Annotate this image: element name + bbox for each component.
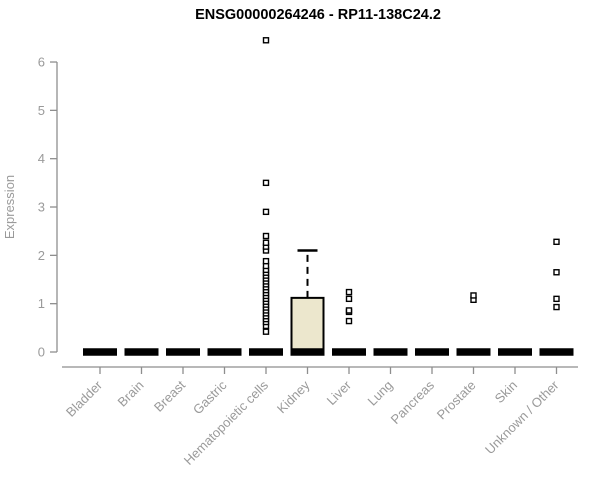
outlier-point <box>262 179 270 187</box>
x-category-label: Kidney <box>274 377 313 416</box>
box-body <box>290 296 325 353</box>
outlier-point <box>262 328 270 335</box>
x-category-label: Breast <box>151 377 188 414</box>
box-group <box>332 288 366 356</box>
x-category-label: Brain <box>115 378 147 410</box>
x-category-label: Prostate <box>434 378 479 423</box>
x-category-label: Gastric <box>190 377 230 417</box>
outlier-point <box>345 307 353 314</box>
y-tick-label: 2 <box>38 248 45 263</box>
y-tick-label: 4 <box>38 151 45 166</box>
outlier-point <box>345 317 353 325</box>
outlier-point <box>470 292 477 299</box>
chart-title: ENSG00000264246 - RP11-138C24.2 <box>195 7 441 23</box>
y-tick-label: 3 <box>38 200 45 215</box>
boxes-layer <box>83 37 574 356</box>
box-group <box>456 292 491 356</box>
outlier-point <box>345 288 353 296</box>
outlier-point <box>553 303 560 311</box>
outlier-point <box>262 37 270 44</box>
outlier-point <box>553 238 560 246</box>
x-category-label: Unknown / Other <box>482 377 562 457</box>
x-category-label: Liver <box>324 377 355 408</box>
y-tick-label: 0 <box>38 345 45 360</box>
outlier-point <box>553 269 560 276</box>
x-category-label: Pancreas <box>388 377 438 427</box>
outlier-point <box>262 232 270 240</box>
box-group <box>539 238 574 356</box>
x-category-label: Lung <box>365 378 396 409</box>
outlier-point <box>262 239 270 246</box>
outlier-point <box>262 257 270 265</box>
y-tick-label: 5 <box>38 103 45 118</box>
y-tick-label: 6 <box>38 55 45 70</box>
outlier-point <box>262 208 270 216</box>
box-group <box>290 249 325 356</box>
outlier-point <box>345 295 353 303</box>
x-category-label: Bladder <box>63 377 106 420</box>
outlier-point <box>553 295 560 303</box>
y-axis-title: Expression <box>2 175 17 239</box>
y-tick-label: 1 <box>38 296 45 311</box>
box-group <box>249 37 283 356</box>
x-category-label: Skin <box>492 378 520 406</box>
